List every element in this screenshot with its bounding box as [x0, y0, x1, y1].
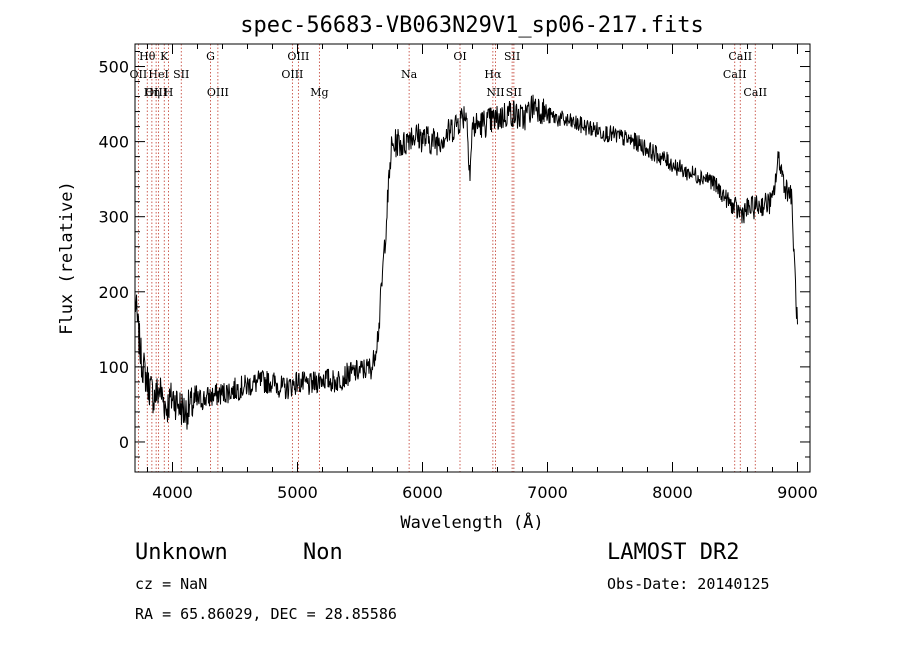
y-axis-label: Flux (relative)	[57, 181, 77, 335]
spectral-line-label: CaII	[728, 50, 752, 63]
survey-name: LAMOST DR2	[607, 540, 739, 565]
spectral-line-label: Hη	[144, 86, 160, 99]
x-tick-label: 5000	[277, 483, 318, 502]
y-tick-label: 400	[98, 133, 129, 152]
spectral-line-label: Na	[401, 68, 418, 81]
x-axis-label: Wavelength (Å)	[400, 511, 543, 533]
y-tick-label: 500	[98, 58, 129, 77]
x-tick-label: 8000	[652, 483, 693, 502]
spectral-line-label: G	[206, 50, 215, 63]
y-tick-label: 200	[98, 283, 129, 302]
x-tick-label: 6000	[402, 483, 443, 502]
spectral-line-label: OII	[130, 68, 148, 81]
spectral-line-label: OIII	[207, 86, 229, 99]
spectral-line-label: SII	[506, 86, 522, 99]
spectral-line-label: SII	[504, 50, 520, 63]
spectral-line-label: CaII	[743, 86, 767, 99]
x-tick-label: 4000	[152, 483, 193, 502]
x-tick-label: 7000	[527, 483, 568, 502]
series-layer	[134, 94, 798, 430]
spectrum-line	[134, 94, 798, 430]
spectral-line-label: CaII	[723, 68, 747, 81]
chart-title: spec-56683-VB063N29V1_sp06-217.fits	[240, 13, 704, 38]
spectral-line-label: OIII	[287, 50, 309, 63]
spectral-line-label: HeI	[148, 68, 168, 81]
observation-date: Obs-Date: 20140125	[607, 575, 770, 593]
spectral-line-label: H	[164, 86, 174, 99]
object-subclass: Non	[303, 540, 343, 565]
object-class: Unknown	[135, 540, 228, 565]
ra-dec: RA = 65.86029, DEC = 28.85586	[135, 605, 397, 623]
spectral-line-label: Hθ	[139, 50, 156, 63]
spectral-line-label: OIII	[145, 86, 167, 99]
redshift-cz: cz = NaN	[135, 575, 207, 593]
y-tick-label: 100	[98, 358, 129, 377]
spectral-line-label: SII	[173, 68, 189, 81]
spectral-line-label: K	[160, 50, 169, 63]
spectral-line-label: Hα	[484, 68, 502, 81]
y-tick-label: 300	[98, 208, 129, 227]
spectral-lines: Hθ K G OIII OI SII CaII OII HeI SII OIII Na Hα CaII OI…	[130, 44, 767, 472]
spectral-line-label: Mg	[310, 86, 328, 99]
x-tick-label: 9000	[777, 483, 818, 502]
plot-frame	[134, 43, 811, 473]
spectral-line-label: OIII	[281, 68, 303, 81]
spectral-line-label: OI	[453, 50, 466, 63]
y-tick-label: 0	[119, 433, 129, 452]
spectral-line-label: NII	[486, 86, 504, 99]
axis-ticks: 4000 5000 6000 7000 8000 9000 0 100 200 300 400 500	[98, 44, 818, 502]
